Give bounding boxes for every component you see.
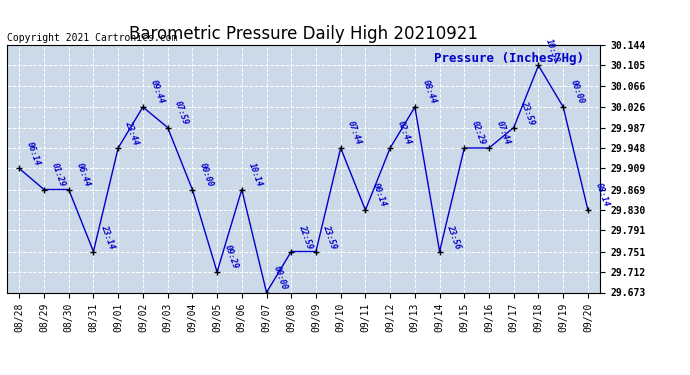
Text: Copyright 2021 Cartronics.com: Copyright 2021 Cartronics.com [7, 33, 177, 42]
Text: 01:29: 01:29 [50, 162, 66, 188]
Text: 09:29: 09:29 [223, 244, 239, 271]
Text: 06:14: 06:14 [25, 141, 42, 167]
Text: 22:59: 22:59 [297, 224, 314, 250]
Text: 02:29: 02:29 [470, 120, 487, 147]
Text: 07:44: 07:44 [346, 120, 363, 147]
Title: Barometric Pressure Daily High 20210921: Barometric Pressure Daily High 20210921 [129, 26, 478, 44]
Text: 10:58: 10:58 [544, 38, 561, 64]
Text: 23:44: 23:44 [124, 120, 141, 147]
Text: 00:00: 00:00 [198, 162, 215, 188]
Text: 09:44: 09:44 [148, 79, 166, 106]
Text: 23:56: 23:56 [445, 224, 462, 250]
Text: 00:00: 00:00 [272, 264, 289, 291]
Text: 23:59: 23:59 [520, 99, 536, 126]
Text: Pressure (Inches/Hg): Pressure (Inches/Hg) [434, 53, 584, 65]
Text: 00:14: 00:14 [371, 182, 388, 209]
Text: 08:44: 08:44 [420, 79, 437, 106]
Text: 10:14: 10:14 [247, 162, 264, 188]
Text: 07:59: 07:59 [173, 99, 190, 126]
Text: 08:14: 08:14 [593, 182, 611, 209]
Text: 23:14: 23:14 [99, 224, 116, 250]
Text: 23:59: 23:59 [322, 224, 339, 250]
Text: 07:44: 07:44 [495, 120, 511, 147]
Text: 00:00: 00:00 [569, 79, 586, 106]
Text: 06:44: 06:44 [75, 162, 91, 188]
Text: 02:44: 02:44 [395, 120, 413, 147]
